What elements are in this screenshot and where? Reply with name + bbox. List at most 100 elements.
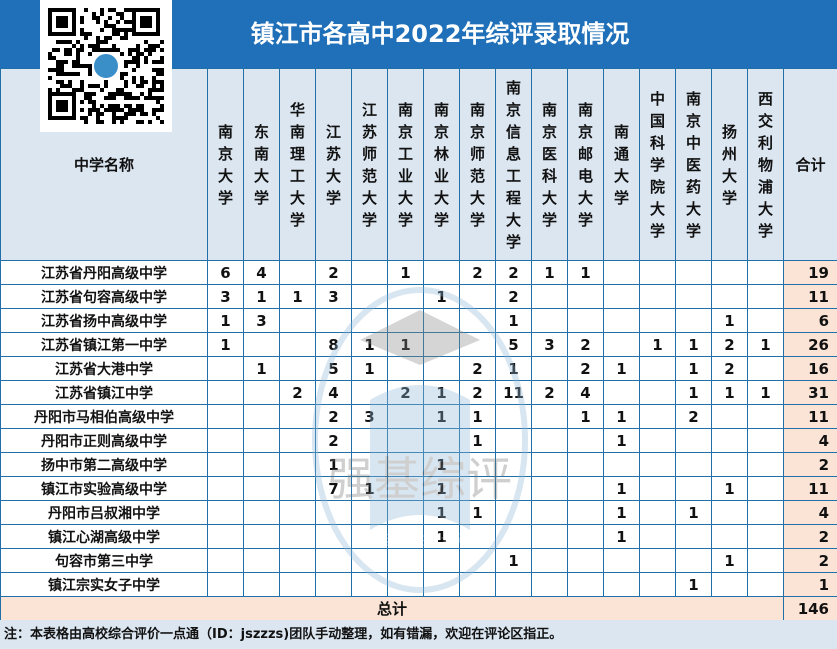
count-cell: 2 bbox=[495, 260, 532, 285]
header-label: 南京医科大学 bbox=[541, 100, 557, 229]
count-cell: 1 bbox=[711, 476, 748, 501]
count-cell bbox=[279, 572, 316, 597]
table-row: 江苏省镇江中学 2 4 2 1 2 11 2 4 1 1 1 31 bbox=[0, 380, 837, 405]
count-cell bbox=[747, 284, 784, 309]
count-cell bbox=[675, 428, 712, 453]
count-cell bbox=[351, 452, 388, 477]
header-label: 南京中医药大学 bbox=[685, 89, 701, 240]
count-cell: 7 bbox=[315, 476, 352, 501]
count-cell bbox=[747, 476, 784, 501]
header-university: 南京医科大学 bbox=[531, 68, 568, 261]
count-cell bbox=[207, 572, 244, 597]
count-cell bbox=[567, 476, 604, 501]
count-cell bbox=[639, 524, 676, 549]
count-cell bbox=[495, 572, 532, 597]
count-cell bbox=[459, 452, 496, 477]
school-name: 江苏省镇江中学 bbox=[0, 380, 208, 405]
count-cell bbox=[675, 260, 712, 285]
qr-code-image bbox=[40, 0, 172, 132]
table-row: 镇江心湖高级中学 1 1 2 bbox=[0, 524, 837, 549]
count-cell bbox=[531, 500, 568, 525]
table-row: 镇江市实验高级中学 7 1 1 1 1 11 bbox=[0, 476, 837, 501]
count-cell bbox=[675, 476, 712, 501]
count-cell bbox=[243, 428, 280, 453]
table-row: 丹阳市吕叔湘中学 1 1 1 1 4 bbox=[0, 500, 837, 525]
count-cell bbox=[639, 452, 676, 477]
count-cell bbox=[351, 380, 388, 405]
count-cell bbox=[531, 476, 568, 501]
row-total: 2 bbox=[783, 452, 837, 477]
count-cell bbox=[315, 500, 352, 525]
count-cell bbox=[675, 452, 712, 477]
school-name: 镇江心湖高级中学 bbox=[0, 524, 208, 549]
count-cell bbox=[351, 308, 388, 333]
count-cell bbox=[603, 380, 640, 405]
header-university: 南京中医药大学 bbox=[675, 68, 712, 261]
count-cell bbox=[747, 524, 784, 549]
count-cell: 2 bbox=[459, 356, 496, 381]
count-cell: 3 bbox=[351, 404, 388, 429]
row-total: 31 bbox=[783, 380, 837, 405]
count-cell bbox=[639, 476, 676, 501]
count-cell bbox=[279, 524, 316, 549]
count-cell: 6 bbox=[207, 260, 244, 285]
count-cell bbox=[315, 308, 352, 333]
count-cell bbox=[603, 284, 640, 309]
header-university: 东南大学 bbox=[243, 68, 280, 261]
count-cell bbox=[495, 404, 532, 429]
table-row: 镇江宗实女子中学 1 1 bbox=[0, 572, 837, 597]
count-cell bbox=[423, 332, 460, 357]
admission-table: 中学名称 南京大学 东南大学 华南理工大学 江苏大学 江苏师范大学 南京工业大学 南京林业大学… bbox=[0, 68, 837, 621]
count-cell bbox=[711, 500, 748, 525]
count-cell: 1 bbox=[567, 260, 604, 285]
header-label: 中国科学院大学 bbox=[649, 89, 665, 240]
count-cell: 2 bbox=[459, 260, 496, 285]
count-cell bbox=[531, 452, 568, 477]
table-row: 江苏省扬中高级中学 1 3 1 1 6 bbox=[0, 308, 837, 333]
count-cell: 1 bbox=[423, 404, 460, 429]
count-cell bbox=[279, 260, 316, 285]
count-cell bbox=[243, 572, 280, 597]
count-cell: 3 bbox=[243, 308, 280, 333]
count-cell bbox=[567, 524, 604, 549]
header-label: 扬州大学 bbox=[721, 122, 737, 207]
count-cell: 1 bbox=[711, 548, 748, 573]
count-cell bbox=[351, 284, 388, 309]
count-cell bbox=[495, 500, 532, 525]
table-row: 江苏省大港中学 1 5 1 2 1 2 1 1 2 16 bbox=[0, 356, 837, 381]
count-cell bbox=[459, 332, 496, 357]
header-university: 南京师范大学 bbox=[459, 68, 496, 261]
count-cell bbox=[567, 428, 604, 453]
row-total: 2 bbox=[783, 524, 837, 549]
header-university: 扬州大学 bbox=[711, 68, 748, 261]
count-cell: 2 bbox=[711, 332, 748, 357]
row-total: 11 bbox=[783, 476, 837, 501]
count-cell bbox=[243, 404, 280, 429]
count-cell bbox=[459, 572, 496, 597]
count-cell bbox=[207, 380, 244, 405]
header-university: 南京林业大学 bbox=[423, 68, 460, 261]
count-cell bbox=[531, 572, 568, 597]
count-cell bbox=[567, 284, 604, 309]
count-cell: 1 bbox=[747, 380, 784, 405]
count-cell bbox=[387, 500, 424, 525]
count-cell: 2 bbox=[567, 356, 604, 381]
grand-total: 146 bbox=[783, 596, 837, 621]
count-cell bbox=[315, 548, 352, 573]
count-cell bbox=[495, 476, 532, 501]
count-cell: 1 bbox=[351, 332, 388, 357]
count-cell bbox=[711, 572, 748, 597]
count-cell bbox=[279, 500, 316, 525]
count-cell bbox=[315, 572, 352, 597]
count-cell bbox=[567, 452, 604, 477]
count-cell bbox=[459, 524, 496, 549]
count-cell: 5 bbox=[495, 332, 532, 357]
row-total: 4 bbox=[783, 500, 837, 525]
count-cell bbox=[711, 260, 748, 285]
count-cell: 3 bbox=[531, 332, 568, 357]
count-cell: 2 bbox=[675, 404, 712, 429]
count-cell bbox=[675, 548, 712, 573]
school-name: 江苏省丹阳高级中学 bbox=[0, 260, 208, 285]
count-cell: 5 bbox=[315, 356, 352, 381]
count-cell bbox=[207, 356, 244, 381]
